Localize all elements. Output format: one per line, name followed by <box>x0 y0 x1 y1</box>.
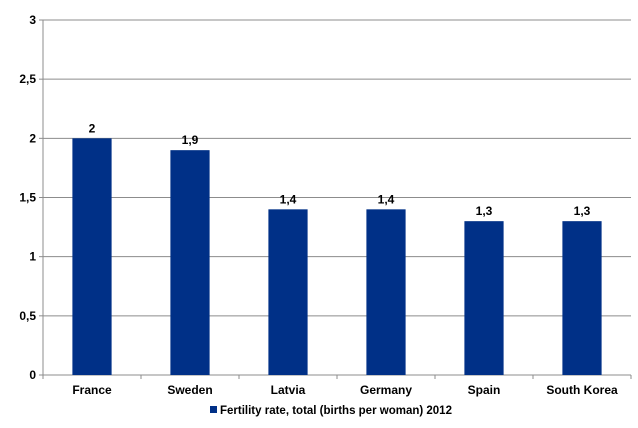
bar-france <box>72 138 112 375</box>
axes <box>39 19 632 379</box>
gridlines <box>43 19 631 317</box>
legend-label: Fertility rate, total (births per woman)… <box>220 405 452 417</box>
x-category-label: France <box>72 383 112 397</box>
bar-latvia <box>268 209 308 375</box>
bar-south-korea <box>562 221 602 375</box>
x-category-label: Latvia <box>271 383 306 397</box>
data-label: 1,4 <box>280 192 297 206</box>
x-category-label: Sweden <box>167 383 212 397</box>
data-labels: 2 1,9 1,4 1,4 1,3 1,3 <box>89 121 591 218</box>
bars <box>72 138 602 375</box>
bar-sweden <box>170 150 210 375</box>
bar-germany <box>366 209 406 375</box>
data-label: 1,4 <box>378 192 395 206</box>
x-category-label: South Korea <box>546 383 618 397</box>
y-tick-label: 1,5 <box>19 191 36 205</box>
y-tick-label: 1 <box>29 250 36 264</box>
tick-labels: 0 0,5 1 1,5 2 2,5 3 France Sweden Latvia Germany Sp… <box>19 13 618 397</box>
data-label: 1,9 <box>182 133 199 147</box>
y-tick-label: 0 <box>29 368 36 382</box>
data-label: 1,3 <box>476 204 493 218</box>
data-label: 1,3 <box>574 204 591 218</box>
y-tick-label: 0,5 <box>19 309 36 323</box>
y-tick-label: 2,5 <box>19 72 36 86</box>
legend: Fertility rate, total (births per woman)… <box>210 405 452 417</box>
y-tick-label: 3 <box>29 13 36 27</box>
bar-spain <box>464 221 504 375</box>
x-category-label: Germany <box>360 383 412 397</box>
data-label: 2 <box>89 121 96 135</box>
x-category-label: Spain <box>468 383 501 397</box>
legend-swatch <box>210 406 217 413</box>
y-tick-label: 2 <box>29 131 36 145</box>
